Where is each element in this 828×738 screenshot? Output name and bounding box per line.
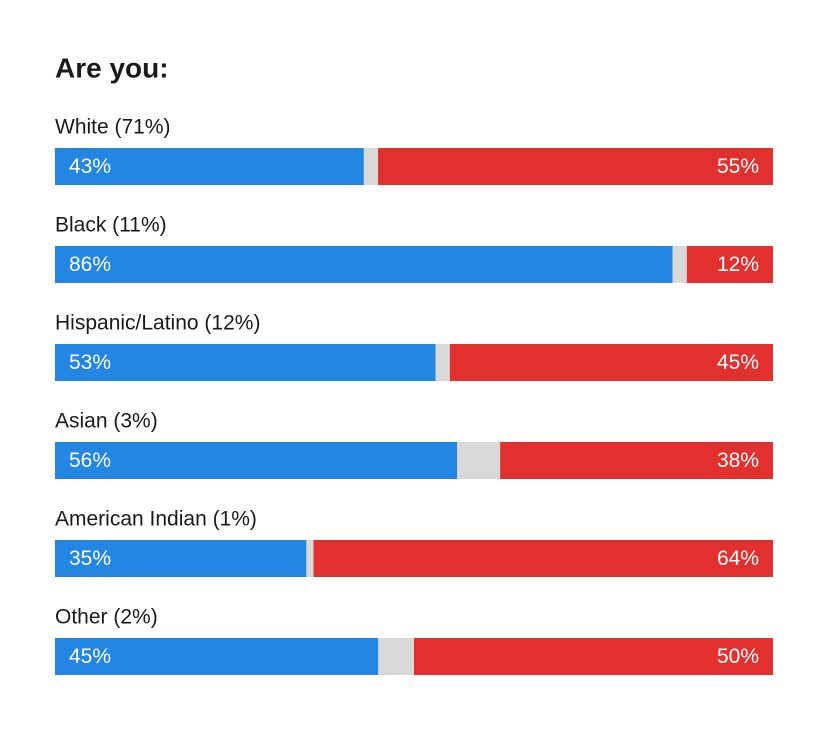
category-label: Black (11%)	[55, 214, 167, 237]
bar-segment	[313, 540, 773, 577]
value-label: 43%	[69, 155, 111, 178]
bar-segment	[55, 638, 379, 675]
value-label: 86%	[69, 253, 111, 276]
chart-title: Are you:	[55, 52, 169, 83]
value-label: 56%	[69, 449, 111, 472]
category-label: White (71%)	[55, 116, 171, 139]
bar-segment	[55, 540, 307, 577]
category-label: Other (2%)	[55, 606, 158, 629]
value-label: 64%	[717, 547, 759, 570]
bar-segment	[449, 344, 773, 381]
value-label: 50%	[717, 645, 759, 668]
value-label: 38%	[717, 449, 759, 472]
bar-segment	[55, 442, 458, 479]
bar-segment	[55, 148, 364, 185]
category-label: American Indian (1%)	[55, 508, 257, 531]
value-label: 53%	[69, 351, 111, 374]
value-label: 35%	[69, 547, 111, 570]
value-label: 45%	[69, 645, 111, 668]
bar-segment	[55, 246, 673, 283]
bar-segment	[55, 344, 436, 381]
bar-segment	[378, 148, 773, 185]
bar-segment	[686, 246, 773, 283]
bar-segment	[500, 442, 773, 479]
category-label: Asian (3%)	[55, 410, 158, 433]
value-label: 45%	[717, 351, 759, 374]
category-label: Hispanic/Latino (12%)	[55, 312, 260, 335]
bar-segment	[414, 638, 773, 675]
value-label: 12%	[717, 253, 759, 276]
value-label: 55%	[717, 155, 759, 178]
